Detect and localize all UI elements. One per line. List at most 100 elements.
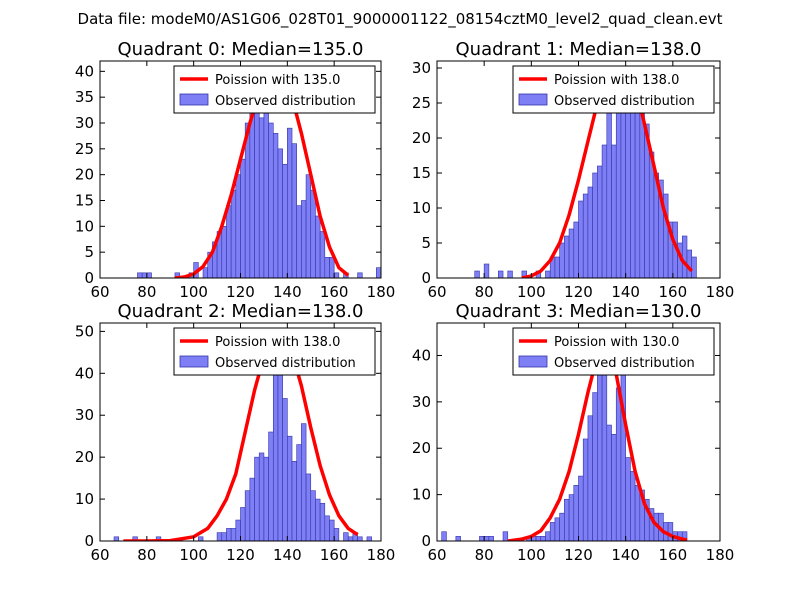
- quadrant-3-xtick-label: 180: [706, 546, 735, 564]
- quadrant-3-bar-5: [502, 531, 509, 541]
- quadrant-0-xtick-label: 160: [320, 283, 349, 301]
- quadrant-2-plot: Quadrant 2: Median=138.060 80 100 120 140 160…: [75, 301, 395, 564]
- quadrant-1-legend: Poission with 138.0 Observed distribution: [512, 65, 715, 114]
- quadrant-3-bar-4: [488, 536, 494, 541]
- quadrant-3-ytick-label: 20: [412, 439, 431, 457]
- quadrant-1-bar-3: [507, 270, 513, 278]
- quadrant-0-bar-6: [202, 267, 209, 278]
- quadrant-1-bar-14: [582, 193, 589, 278]
- quadrant-2-bar-3: [198, 536, 204, 541]
- quadrant-3-xtick-label: 80: [475, 546, 494, 564]
- quadrant-3-bar-14: [564, 498, 570, 541]
- quadrant-1-bar-20: [611, 144, 617, 278]
- quadrant-0-ytick-label: 30: [75, 114, 94, 132]
- quadrant-2-bar-13: [258, 452, 265, 541]
- quadrant-2-bar-23: [305, 473, 312, 541]
- quadrant-0-ytick-label: 0: [84, 269, 94, 287]
- figure-suptitle: Data file: modeM0/AS1G06_028T01_90000011…: [78, 10, 723, 29]
- quadrant-1-bar-4: [521, 270, 527, 278]
- quadrant-0-bar-26: [296, 205, 302, 278]
- quadrant-3-xtick-label: 120: [564, 546, 593, 564]
- quadrant-3-ytick-label: 30: [412, 393, 431, 411]
- quadrant-3-bar-18: [582, 438, 589, 541]
- quadrant-3-xtick-label: 160: [659, 546, 688, 564]
- quadrant-1-bar-35: [681, 235, 688, 278]
- quadrant-3-bar-24: [611, 434, 617, 541]
- quadrant-2-bar-15: [268, 431, 274, 541]
- quadrant-2-title: Quadrant 2: Median=138.0: [118, 301, 364, 322]
- quadrant-1-legend-line-label: Poission with 138.0: [554, 73, 679, 88]
- quadrant-3-bar-0: [441, 531, 447, 541]
- quadrant-3-bar-29: [634, 485, 641, 541]
- quadrant-2-bar-0: [113, 536, 120, 541]
- quadrant-3-xtick-label: 140: [611, 546, 640, 564]
- quadrant-1-bar-37: [691, 256, 697, 278]
- quadrant-1-bar-10: [564, 235, 570, 278]
- quadrant-0-legend-line-label: Poission with 135.0: [215, 73, 340, 88]
- quadrant-1-bar-13: [578, 200, 584, 278]
- quadrant-2-xtick-label: 120: [226, 546, 255, 564]
- quadrant-3-legend-bar-swatch: [518, 355, 548, 368]
- quadrant-0-xtick-label: 100: [179, 283, 208, 301]
- quadrant-2-ytick-label: 40: [75, 364, 94, 382]
- quadrant-2-bar-25: [315, 498, 321, 541]
- quadrant-1-bar-28: [648, 151, 655, 278]
- quadrant-2-bar-30: [343, 532, 349, 541]
- quadrant-2-xtick-label: 140: [273, 546, 302, 564]
- quadrant-0-title: Quadrant 0: Median=135.0: [118, 39, 364, 60]
- quadrant-0-bar-23: [282, 164, 288, 278]
- quadrant-2-xtick-label: 180: [367, 546, 396, 564]
- quadrant-2-ytick-label: 0: [84, 532, 94, 550]
- quadrant-0-bar-0: [137, 272, 143, 278]
- quadrant-1-ytick-label: 20: [412, 129, 431, 147]
- quadrant-1-ytick-label: 25: [412, 94, 431, 112]
- quadrant-0-bar-30: [315, 215, 321, 278]
- quadrant-0-bar-18: [258, 117, 265, 278]
- quadrant-1-ytick-label: 5: [421, 234, 431, 252]
- quadrant-1-bar-25: [634, 102, 641, 278]
- quadrant-1-plot: Quadrant 1: Median=138.060 80 100 120 140 160…: [412, 39, 734, 301]
- quadrant-1-xtick-label: 100: [517, 283, 546, 301]
- quadrant-3-bar-28: [630, 471, 636, 541]
- quadrant-2-bar-27: [324, 515, 330, 541]
- quadrant-2-xtick-label: 100: [179, 546, 208, 564]
- quadrant-3-bar-2: [479, 536, 485, 541]
- quadrant-0-bar-32: [324, 257, 330, 278]
- quadrant-3-bar-13: [559, 512, 565, 541]
- quadrant-2-bars: [113, 339, 372, 541]
- quadrant-3-bar-1: [455, 536, 461, 541]
- quadrant-2-bar-18: [282, 398, 288, 541]
- quadrant-0-bar-14: [240, 158, 246, 278]
- quadrant-3-xtick-label: 60: [427, 546, 446, 564]
- quadrant-1-bar-16: [592, 172, 598, 278]
- quadrant-2-ytick-label: 50: [75, 322, 94, 340]
- quadrant-2-ytick-label: 20: [75, 448, 94, 466]
- quadrant-3-bar-9: [540, 536, 546, 541]
- quadrant-0-bar-24: [287, 127, 293, 278]
- quadrant-3-ytick-label: 10: [412, 486, 431, 504]
- quadrant-2-bar-17: [277, 364, 283, 541]
- quadrant-1-xtick-label: 180: [706, 283, 735, 301]
- quadrant-2-bar-4: [216, 532, 223, 541]
- quadrant-2-bar-11: [249, 477, 255, 541]
- quadrant-0-bar-34: [333, 272, 340, 278]
- quadrant-0-bar-20: [268, 122, 274, 278]
- quadrant-3-bar-8: [535, 536, 542, 541]
- quadrant-0-bar-17: [254, 96, 260, 278]
- quadrant-3-plot: Quadrant 3: Median=130.060 80 100 120 140 160…: [412, 301, 734, 564]
- quadrant-2-bar-10: [244, 490, 251, 541]
- quadrant-1-legend-bar-swatch: [518, 93, 548, 106]
- quadrant-2-ytick-label: 10: [75, 490, 94, 508]
- quadrant-0-bar-11: [226, 205, 232, 278]
- quadrant-1-legend-bar-label: Observed distribution: [554, 94, 695, 109]
- quadrant-3-bar-25: [615, 387, 622, 541]
- quadrant-3-bar-27: [625, 457, 631, 541]
- quadrant-0-xtick-label: 120: [226, 283, 255, 301]
- quadrant-0-ytick-label: 15: [75, 192, 94, 210]
- quadrant-0-bar-2: [146, 272, 152, 278]
- quadrant-0-ytick-label: 20: [75, 166, 94, 184]
- quadrant-3-bar-10: [545, 531, 551, 541]
- quadrant-3-bar-16: [573, 485, 579, 541]
- quadrant-0-ytick-label: 40: [75, 62, 94, 80]
- quadrant-0-bar-37: [376, 267, 381, 278]
